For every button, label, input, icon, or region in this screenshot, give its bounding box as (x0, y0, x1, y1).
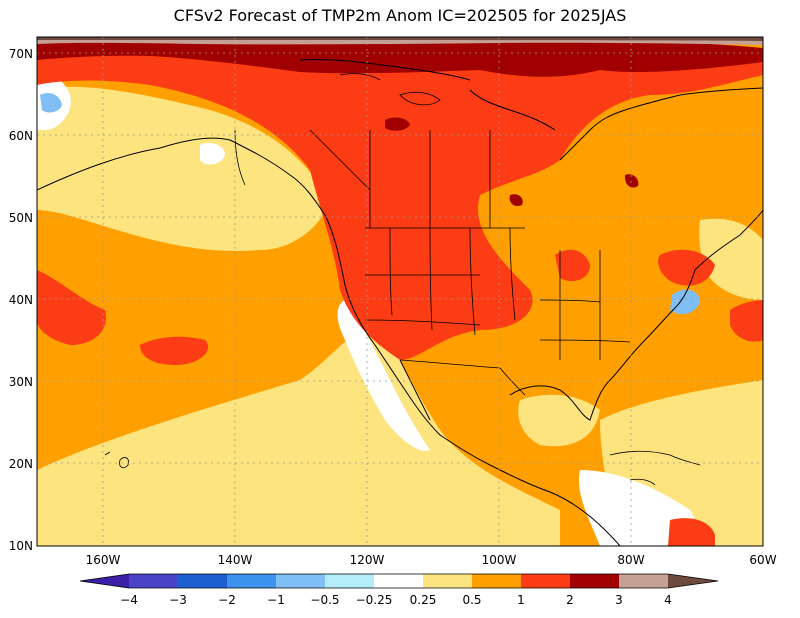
colorbar-bin (325, 574, 374, 588)
lat-label-20n: 20N (9, 457, 33, 471)
lon-label-60w: 60W (749, 553, 776, 567)
colorbar-label: −4 (120, 593, 138, 607)
colorbar-bin (472, 574, 521, 588)
colorbar-label: 4 (664, 593, 672, 607)
anomaly-red-caribbean (668, 518, 715, 546)
map-frame (36, 36, 764, 547)
lat-label-40n: 40N (9, 293, 33, 307)
islands (104, 73, 701, 486)
colorbar-label: 2 (566, 593, 574, 607)
anomaly-white-baja (337, 300, 430, 451)
latitude-labels: 70N 60N 50N 40N 30N 20N 10N (9, 47, 33, 553)
anomaly-brown-dark-strip (37, 37, 763, 41)
anomaly-pale-yellow-subtropics (37, 320, 560, 546)
lat-label-60n: 60N (9, 129, 33, 143)
colorbar-bin (276, 574, 325, 588)
lon-label-160w: 160W (86, 553, 121, 567)
colorbar-bin (374, 574, 423, 588)
colorbar-label: 1 (517, 593, 525, 607)
political-borders (234, 129, 631, 396)
anomaly-red-north (37, 45, 763, 360)
anomaly-dark-red-canada (385, 117, 410, 131)
lat-label-10n: 10N (9, 539, 33, 553)
anomaly-field (37, 37, 763, 546)
lon-label-80w: 80W (617, 553, 644, 567)
anomaly-red-new-england (658, 249, 715, 286)
gridlines (37, 37, 763, 546)
colorbar-bin (227, 574, 276, 588)
colorbar-arrow-high (668, 574, 718, 588)
colorbar-bin (619, 574, 668, 588)
lat-label-70n: 70N (9, 47, 33, 61)
colorbar-label: 0.5 (462, 593, 481, 607)
colorbar-bin (570, 574, 619, 588)
anomaly-red-pacific-west (37, 270, 106, 345)
lon-label-100w: 100W (482, 553, 517, 567)
coastlines (37, 58, 763, 546)
anomaly-white-hudson (200, 143, 225, 165)
anomaly-red-pacific-central (140, 336, 209, 365)
colorbar-bin (178, 574, 227, 588)
anomaly-red-atlantic (730, 300, 763, 342)
anomaly-light-blue-arctic (40, 93, 62, 113)
lat-label-30n: 30N (9, 375, 33, 389)
anomaly-pale-yellow-gulf (518, 394, 600, 447)
colorbar-label: −3 (169, 593, 187, 607)
colorbar-label: −0.25 (356, 593, 393, 607)
colorbar-outline (79, 573, 719, 589)
map-title: CFSv2 Forecast of TMP2m Anom IC=202505 f… (173, 6, 627, 25)
anomaly-red-midwest (555, 249, 590, 282)
colorbar-arrow-low (80, 574, 129, 588)
colorbar-label: −2 (218, 593, 236, 607)
colorbar: −4 −3 −2 −1 −0.5 −0.25 0.25 0.5 1 2 3 4 (79, 573, 719, 607)
colorbar-label: −1 (267, 593, 285, 607)
colorbar-bin (521, 574, 570, 588)
anomaly-dark-red-arctic (37, 38, 763, 77)
anomaly-dark-red-quebec (624, 174, 639, 188)
colorbar-bin (423, 574, 472, 588)
anomaly-dark-red-lakes (509, 194, 523, 206)
colorbar-label: −0.5 (310, 593, 339, 607)
colorbar-label: 3 (615, 593, 623, 607)
anomaly-pale-yellow-pacific-north (37, 86, 330, 251)
anomaly-light-blue-east-coast (670, 289, 700, 315)
longitude-labels: 160W 140W 120W 100W 80W 60W (86, 553, 777, 567)
anomaly-pale-yellow-west-atlantic (699, 218, 763, 300)
lon-label-120w: 120W (350, 553, 385, 567)
lat-label-50n: 50N (9, 211, 33, 225)
colorbar-bin (129, 574, 178, 588)
lon-label-140w: 140W (218, 553, 253, 567)
colorbar-label: 0.25 (410, 593, 437, 607)
